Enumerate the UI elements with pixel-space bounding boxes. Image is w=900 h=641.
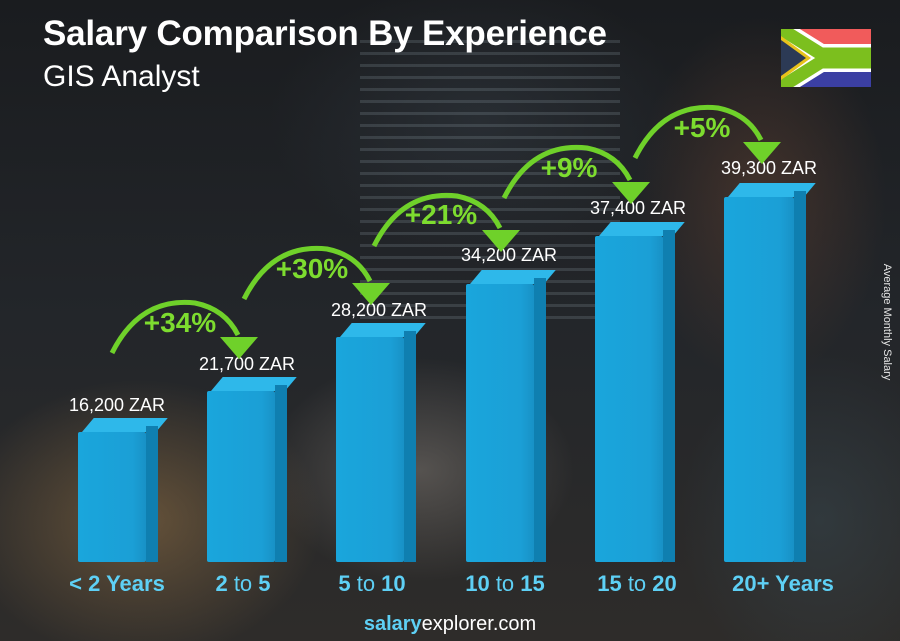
value-label: 16,200 ZAR	[68, 395, 166, 415]
bar-lt2	[78, 418, 168, 562]
increase-arrow-icon	[371, 192, 520, 252]
value-label: 37,400 ZAR	[589, 198, 687, 218]
increase-arrow-icon	[501, 144, 650, 204]
chart-subtitle: GIS Analyst	[43, 60, 200, 93]
value-label: 39,300 ZAR	[720, 158, 818, 178]
bar-10to15	[466, 270, 556, 562]
category-label: 2 to 5	[215, 571, 271, 596]
y-axis-label: Average Monthly Salary	[881, 263, 893, 381]
increase-arrow-icon	[109, 299, 258, 359]
category-label: 10 to 15	[465, 571, 545, 596]
value-label: 21,700 ZAR	[198, 354, 296, 374]
chart-title: Salary Comparison By Experience	[43, 14, 607, 53]
increase-arrow-icon	[241, 245, 390, 305]
south-africa-flag-icon	[781, 29, 871, 87]
value-label: 28,200 ZAR	[330, 300, 428, 320]
increase-arrow-icon	[632, 104, 781, 164]
increase-percent: +9%	[540, 152, 598, 183]
bar-2to5	[207, 377, 297, 562]
increase-percent: +34%	[143, 307, 217, 338]
site-brand-link[interactable]: salaryexplorer.com	[363, 613, 537, 635]
increase-percent: +21%	[404, 199, 478, 230]
increase-percent: +30%	[275, 253, 349, 284]
bar-5to10	[336, 323, 426, 562]
value-label: 34,200 ZAR	[460, 245, 558, 265]
category-label: < 2 Years	[69, 571, 165, 596]
category-label: 5 to 10	[338, 571, 406, 596]
category-label: 20+ Years	[732, 571, 834, 596]
increase-percent: +5%	[673, 112, 731, 143]
category-label: 15 to 20	[597, 571, 677, 596]
bar-15to20	[595, 222, 685, 562]
bar-20plus	[724, 183, 816, 562]
